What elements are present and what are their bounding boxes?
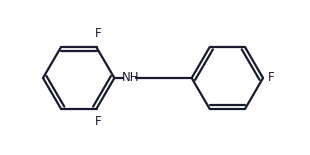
Text: F: F (95, 115, 102, 128)
Text: F: F (268, 71, 275, 84)
Text: NH: NH (122, 71, 139, 84)
Text: F: F (95, 27, 102, 40)
